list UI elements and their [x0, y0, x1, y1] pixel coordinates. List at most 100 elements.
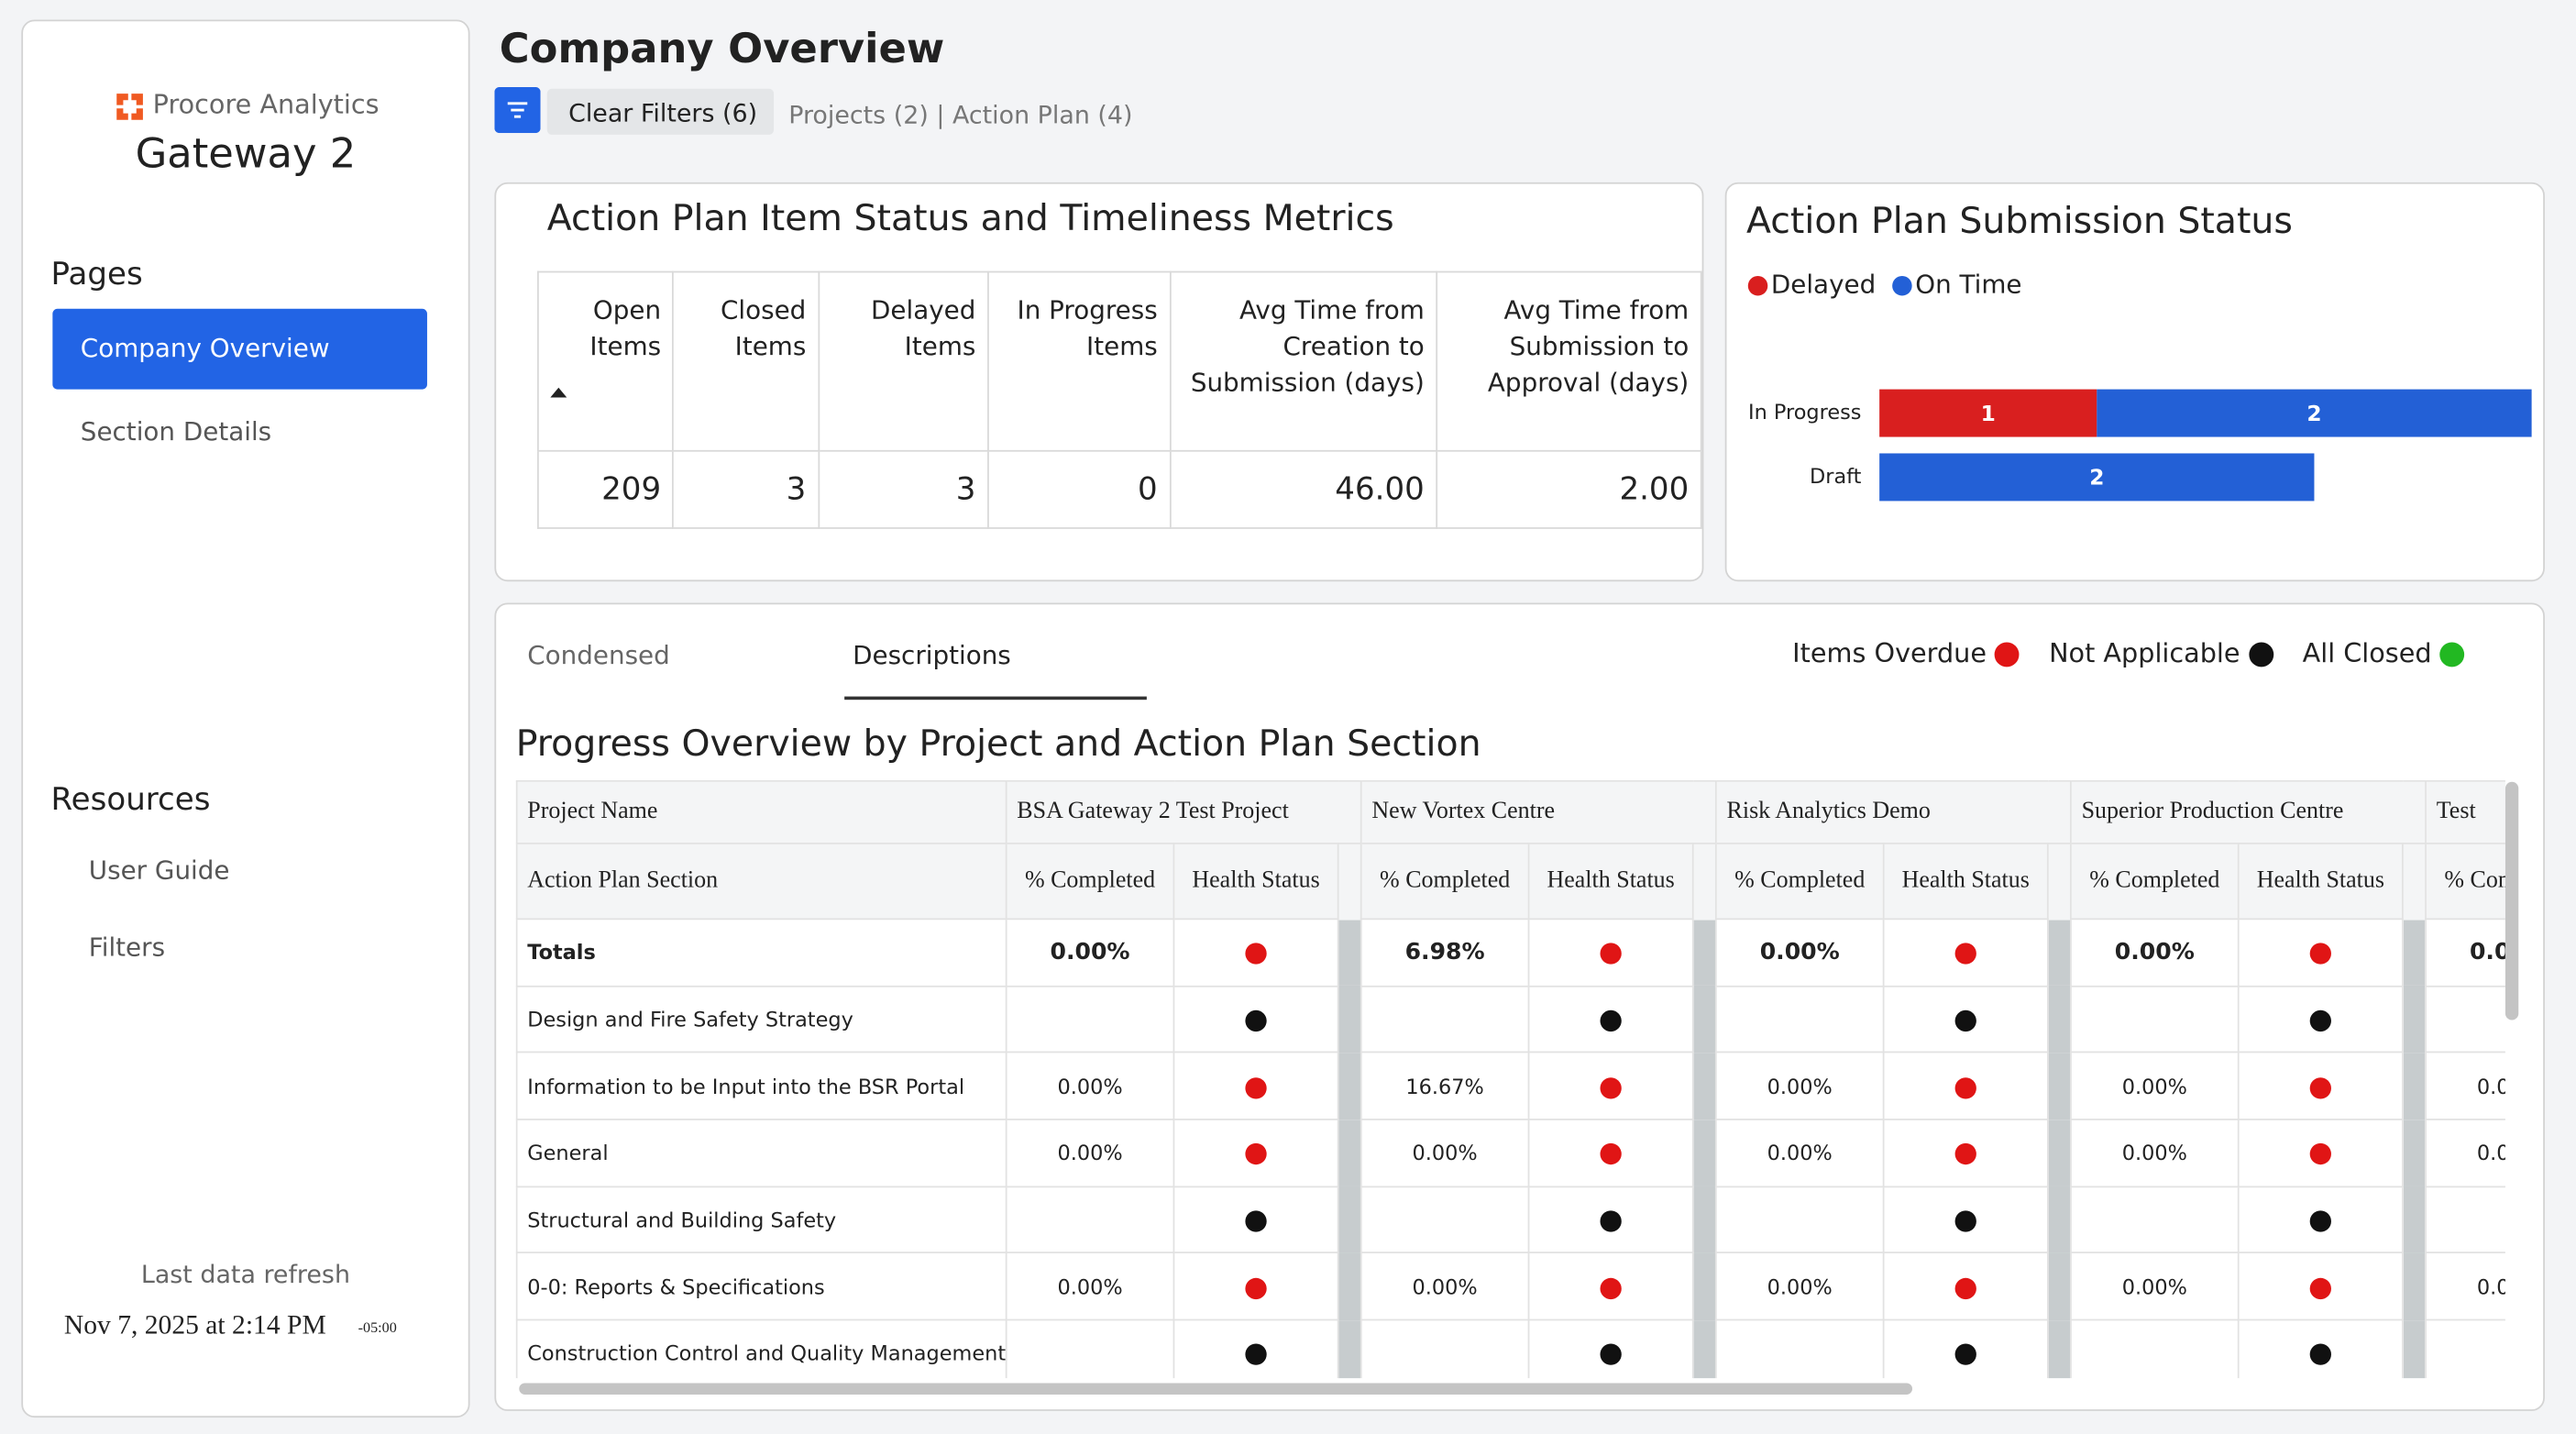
pages-heading: Pages	[50, 256, 143, 292]
legend-entry: Items Overdue	[1792, 637, 2020, 668]
spacer	[1338, 1053, 1361, 1120]
metrics-table: Open Items Closed Items Delayed Items In Pr…	[537, 270, 1702, 529]
column-header-text: Delayed Items	[871, 295, 976, 362]
legend-swatch	[1892, 275, 1912, 296]
header-row: Open Items Closed Items Delayed Items In Pr…	[537, 270, 1702, 452]
section-label: Construction Control and Quality Managem…	[515, 1318, 1007, 1379]
percent-cell: 6.98%	[1360, 918, 1530, 987]
legend-entry: All Closed	[2303, 637, 2465, 668]
page-link[interactable]: Company Overview	[80, 333, 330, 363]
health-cell	[1172, 1318, 1339, 1379]
percent-cell: 16.67%	[1360, 1052, 1530, 1120]
spacer	[2047, 1053, 2071, 1120]
filter-button[interactable]	[494, 86, 541, 134]
percent-cell: 0.00%	[1360, 1119, 1530, 1187]
progress-table: Project Name BSA Gateway 2 Test Project Ne…	[515, 779, 2505, 1379]
status-legend: Items Overdue Not Applicable All Closed	[1792, 637, 2494, 668]
percent-completed: 0.00%	[1767, 1074, 1833, 1099]
spacer	[1338, 1252, 1361, 1320]
spacer	[2402, 1053, 2427, 1120]
section-row: Information to be Input into the BSR Por…	[515, 1052, 2505, 1120]
horizontal-scrollbar[interactable]	[519, 1383, 1912, 1395]
percent-completed: 0.00%	[2114, 939, 2195, 966]
health-dot	[1245, 943, 1267, 965]
spacer	[1338, 843, 1361, 920]
project-header-row: Project Name BSA Gateway 2 Test Project Ne…	[515, 779, 2505, 844]
health-cell	[1172, 1119, 1339, 1187]
y-tick-label: Draft	[1810, 465, 1862, 489]
spacer	[1338, 919, 1361, 987]
spacer	[2047, 1120, 2071, 1186]
percent-completed: 0.00%	[1057, 1074, 1123, 1099]
resource-link[interactable]: Filters	[88, 932, 166, 963]
metric-value: 3	[817, 449, 989, 529]
health-dot	[1954, 1277, 1976, 1299]
percent-cell	[2425, 1318, 2505, 1379]
spacer	[2047, 1186, 2071, 1253]
percent-cell: 0.00%	[1005, 1052, 1175, 1120]
health-dot	[1600, 943, 1622, 965]
column-header-text: Avg Time from Creation to Submission (da…	[1190, 295, 1425, 398]
percent-cell: 0.00%	[2070, 1119, 2240, 1187]
health-dot	[1245, 1277, 1267, 1299]
app-title: Gateway 2	[135, 129, 357, 178]
health-dot	[1245, 1009, 1267, 1032]
legend-dot	[1994, 642, 2020, 667]
project-header: New Vortex Centre	[1360, 779, 1717, 844]
percent-cell	[1714, 985, 1885, 1054]
spacer	[1338, 986, 1361, 1053]
health-cell	[1527, 1318, 1694, 1379]
health-cell	[1527, 1252, 1694, 1321]
health-cell	[1882, 1186, 2049, 1254]
subheader: Health Status	[1527, 843, 1694, 921]
vertical-scrollbar[interactable]	[2504, 781, 2519, 1020]
health-dot	[1954, 1009, 1976, 1032]
progress-card: Condensed Descriptions Items Overdue Not …	[494, 602, 2545, 1411]
spacer	[1692, 1120, 1716, 1186]
subheader: % Completed	[1005, 843, 1175, 921]
percent-cell	[2425, 1186, 2505, 1254]
spacer	[1692, 986, 1716, 1053]
percent-cell	[1360, 1186, 1530, 1254]
percent-cell: 0.00%	[1360, 1252, 1530, 1321]
corner-header: Project Name	[515, 779, 1007, 844]
page-link[interactable]: Section Details	[80, 417, 272, 447]
subheader: % Completed	[1714, 843, 1885, 921]
bar	[1879, 389, 2097, 437]
subheader: Health Status	[1172, 843, 1339, 921]
section-row: General 0.00% 0.00% 0.00% 0.00% 0.00%	[515, 1119, 2505, 1187]
tab[interactable]: Descriptions	[853, 640, 1011, 670]
health-dot	[1954, 1143, 1976, 1165]
health-cell	[2237, 1318, 2404, 1379]
health-dot	[1245, 1210, 1267, 1232]
filter-summary: Projects (2) | Action Plan (4)	[788, 100, 1133, 130]
clear-filters-label[interactable]: Clear Filters (6)	[568, 98, 758, 128]
project-header: Test	[2425, 779, 2505, 844]
value-row: 209 3 3 0 46.00 2.00	[537, 449, 1702, 529]
section-label: Structural and Building Safety	[515, 1186, 1007, 1254]
resource-link[interactable]: User Guide	[88, 855, 230, 886]
sidebar: Procore Analytics Gateway 2 Pages Compan…	[21, 19, 470, 1418]
metric-value: 0	[986, 449, 1172, 529]
spacer	[1692, 1252, 1716, 1320]
health-cell	[1172, 1186, 1339, 1254]
percent-cell	[1005, 1318, 1175, 1379]
clear-filters-button[interactable]: Clear Filters (6)	[546, 88, 775, 135]
health-cell	[1882, 1318, 2049, 1379]
legend-label: On Time	[1915, 270, 2021, 300]
percent-completed: 0.00%	[1767, 1141, 1833, 1165]
spacer	[2047, 843, 2071, 920]
section-label: Information to be Input into the BSR Por…	[515, 1052, 1007, 1120]
metrics-card: Action Plan Item Status and Timeliness M…	[494, 182, 1704, 582]
active-page-button[interactable]: Company Overview	[52, 308, 427, 390]
bar	[2097, 389, 2532, 437]
health-dot	[1600, 1009, 1622, 1032]
tab[interactable]: Condensed	[527, 640, 670, 670]
chart-card: Action Plan Submission Status Delayed On …	[1724, 182, 2545, 582]
percent-completed: 0.00%	[2121, 1074, 2187, 1099]
health-dot	[1954, 943, 1976, 965]
tab-underline	[844, 696, 1147, 700]
refresh-label: Last data refresh	[140, 1260, 350, 1290]
progress-table-viewport: Project Name BSA Gateway 2 Test Project Ne…	[515, 779, 2505, 1379]
